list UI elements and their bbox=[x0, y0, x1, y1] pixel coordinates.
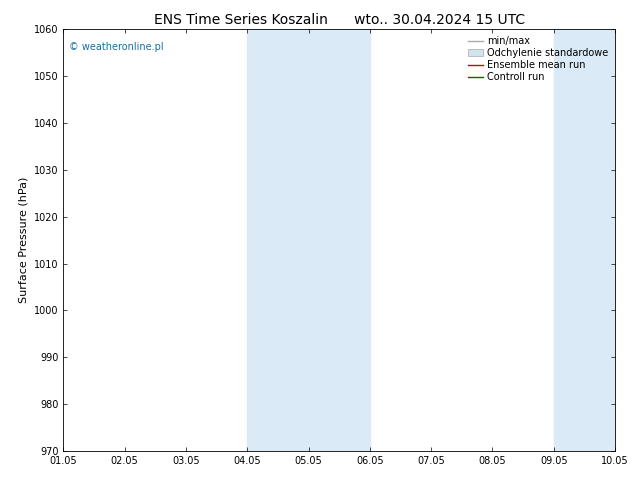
Y-axis label: Surface Pressure (hPa): Surface Pressure (hPa) bbox=[18, 177, 29, 303]
Title: ENS Time Series Koszalin      wto.. 30.04.2024 15 UTC: ENS Time Series Koszalin wto.. 30.04.202… bbox=[153, 13, 525, 27]
Bar bbox=[247, 29, 370, 451]
Legend: min/max, Odchylenie standardowe, Ensemble mean run, Controll run: min/max, Odchylenie standardowe, Ensembl… bbox=[467, 34, 610, 84]
Text: © weatheronline.pl: © weatheronline.pl bbox=[69, 42, 164, 52]
Bar bbox=[553, 29, 615, 451]
